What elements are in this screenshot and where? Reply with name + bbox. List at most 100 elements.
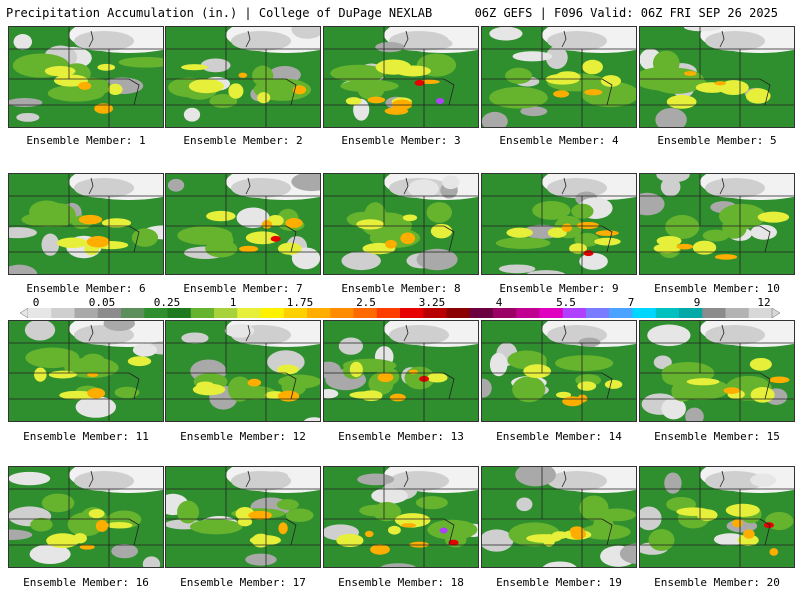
state-border (443, 372, 455, 400)
ensemble-member-label: Ensemble Member: 14 (496, 430, 622, 443)
state-border (759, 225, 771, 253)
dry-area (655, 108, 687, 127)
moderate-precip (46, 533, 80, 549)
light-precip (555, 355, 614, 372)
ensemble-member-label: Ensemble Member: 16 (23, 576, 149, 589)
light-precip (338, 66, 370, 79)
dry-area (683, 27, 722, 32)
moderate-precip (34, 367, 47, 382)
moderate-precip (666, 95, 697, 109)
dry-area (29, 544, 71, 565)
moderate-precip (604, 379, 623, 389)
legend-tick-label: 0.05 (88, 296, 116, 309)
state-border (443, 78, 455, 106)
heavy-precip (400, 232, 416, 245)
legend-left-arrow (20, 308, 29, 318)
dry-area (338, 337, 363, 355)
light-precip (415, 496, 448, 510)
product-title: Precipitation Accumulation (in.) | Colle… (6, 6, 433, 20)
ensemble-member-label: Ensemble Member: 17 (180, 576, 306, 589)
moderate-precip (506, 227, 533, 238)
legend-color-cell (702, 308, 726, 318)
light-precip (285, 508, 314, 523)
light-precip (671, 380, 695, 402)
ensemble-member-map (481, 173, 637, 275)
ensemble-member-map (323, 320, 479, 422)
legend-color-cell (74, 308, 99, 318)
state-border (443, 225, 455, 253)
heavy-precip (247, 378, 262, 387)
legend-tick-label: 1.75 (286, 296, 314, 309)
heavy-precip (367, 96, 386, 104)
moderate-precip (56, 237, 88, 249)
legend-bar (20, 308, 780, 318)
light-precip (252, 65, 274, 87)
legend-color-cell (562, 308, 587, 318)
state-border (285, 78, 297, 106)
dry-area (661, 397, 686, 420)
light-precip (67, 512, 104, 537)
moderate-precip (395, 65, 431, 77)
dry-area (705, 325, 765, 345)
dry-area (324, 388, 339, 399)
moderate-precip (276, 364, 299, 375)
legend-tick-label: 1 (229, 296, 237, 309)
dry-area (685, 407, 704, 421)
ensemble-member-label: Ensemble Member: 13 (338, 430, 464, 443)
dry-area (579, 252, 608, 270)
precip-field (166, 174, 320, 274)
dry-area (380, 563, 416, 567)
dry-area (9, 227, 37, 239)
dry-area (656, 174, 690, 183)
legend-color-cell (167, 308, 192, 318)
heavy-precip (94, 103, 114, 114)
state-border (759, 78, 771, 106)
dry-area (13, 33, 33, 50)
legend-color-cell (260, 308, 285, 318)
moderate-precip (594, 237, 621, 246)
light-precip (41, 203, 76, 227)
state-border (719, 30, 725, 48)
light-precip (581, 81, 636, 108)
state-border (443, 518, 455, 546)
state-border (245, 177, 251, 195)
light-precip (597, 508, 636, 522)
heavy-precip (248, 510, 273, 520)
legend-color-cell (237, 308, 261, 318)
moderate-precip (692, 240, 717, 255)
dry-area (653, 355, 672, 370)
dry-area (547, 471, 607, 491)
ensemble-member-label: Ensemble Member: 11 (23, 430, 149, 443)
ensemble-member-label: Ensemble Member: 2 (183, 134, 303, 147)
very-heavy-precip (763, 522, 774, 529)
dry-area (498, 264, 536, 274)
ensemble-member-map (8, 26, 164, 128)
ensemble-member-map (8, 173, 164, 275)
moderate-precip (750, 386, 775, 403)
moderate-precip (745, 88, 771, 104)
heavy-precip (684, 71, 697, 76)
legend-color-cell (400, 308, 424, 318)
heavy-precip (714, 254, 738, 260)
state-border (88, 324, 94, 342)
state-border (245, 470, 251, 488)
light-precip (495, 237, 551, 249)
heavy-precip (86, 236, 110, 248)
moderate-precip (88, 509, 105, 519)
state-border (403, 30, 409, 48)
dry-area (324, 361, 341, 379)
moderate-precip (656, 235, 682, 246)
dry-area (261, 471, 289, 481)
state-border (285, 225, 297, 253)
legend-tick-label: 4 (495, 296, 503, 309)
light-precip (426, 202, 452, 223)
dry-area (303, 417, 320, 421)
precip-field (324, 467, 478, 567)
moderate-precip (97, 63, 116, 71)
ensemble-member-map (165, 26, 321, 128)
moderate-precip (349, 391, 380, 399)
state-border (285, 372, 297, 400)
heavy-precip (743, 529, 755, 539)
state-border (128, 78, 140, 106)
dry-area (516, 497, 533, 512)
